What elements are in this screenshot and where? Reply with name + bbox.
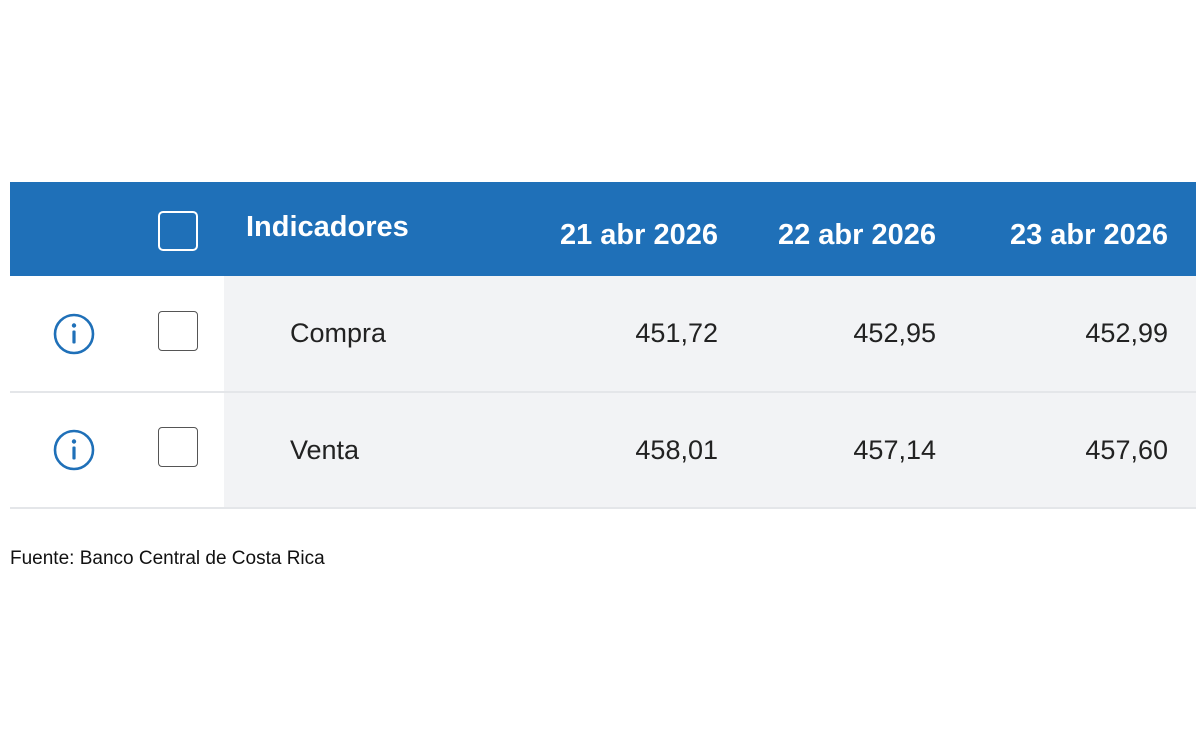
table-row-venta: Venta 458,01 457,14 457,60 xyxy=(10,392,1196,508)
table-header-row: Indicadores 21 abr 2026 22 abr 2026 23 a… xyxy=(10,182,1196,276)
header-date-1[interactable]: 21 abr 2026 xyxy=(559,218,718,251)
value-cell: 458,01 xyxy=(520,392,746,508)
info-cell xyxy=(10,276,140,392)
info-icon[interactable] xyxy=(50,310,98,358)
value-cell: 457,60 xyxy=(964,392,1196,508)
row-checkbox-venta[interactable] xyxy=(158,427,198,467)
indicator-name: Compra xyxy=(224,276,520,392)
value-cell: 452,95 xyxy=(746,276,964,392)
table-row-compra: Compra 451,72 452,95 452,99 xyxy=(10,276,1196,392)
header-info-column xyxy=(10,182,140,276)
source-note: Fuente: Banco Central de Costa Rica xyxy=(10,548,325,569)
value-cell: 452,99 xyxy=(964,276,1196,392)
header-indicators[interactable]: Indicadores xyxy=(246,210,409,243)
header-date-3[interactable]: 23 abr 2026 xyxy=(1009,218,1168,251)
indicators-table-container: Indicadores 21 abr 2026 22 abr 2026 23 a… xyxy=(10,182,1196,509)
checkbox-cell xyxy=(140,392,224,508)
row-checkbox-compra[interactable] xyxy=(158,310,198,351)
header-checkbox-cell xyxy=(140,182,224,276)
info-icon[interactable] xyxy=(50,426,98,474)
checkbox-cell xyxy=(140,276,224,392)
info-cell xyxy=(10,392,140,508)
indicator-name: Venta xyxy=(224,392,520,508)
header-date-2[interactable]: 22 abr 2026 xyxy=(777,218,936,251)
value-cell: 451,72 xyxy=(520,276,746,392)
indicators-table: Indicadores 21 abr 2026 22 abr 2026 23 a… xyxy=(10,182,1196,509)
select-all-checkbox[interactable] xyxy=(158,211,198,251)
value-cell: 457,14 xyxy=(746,392,964,508)
